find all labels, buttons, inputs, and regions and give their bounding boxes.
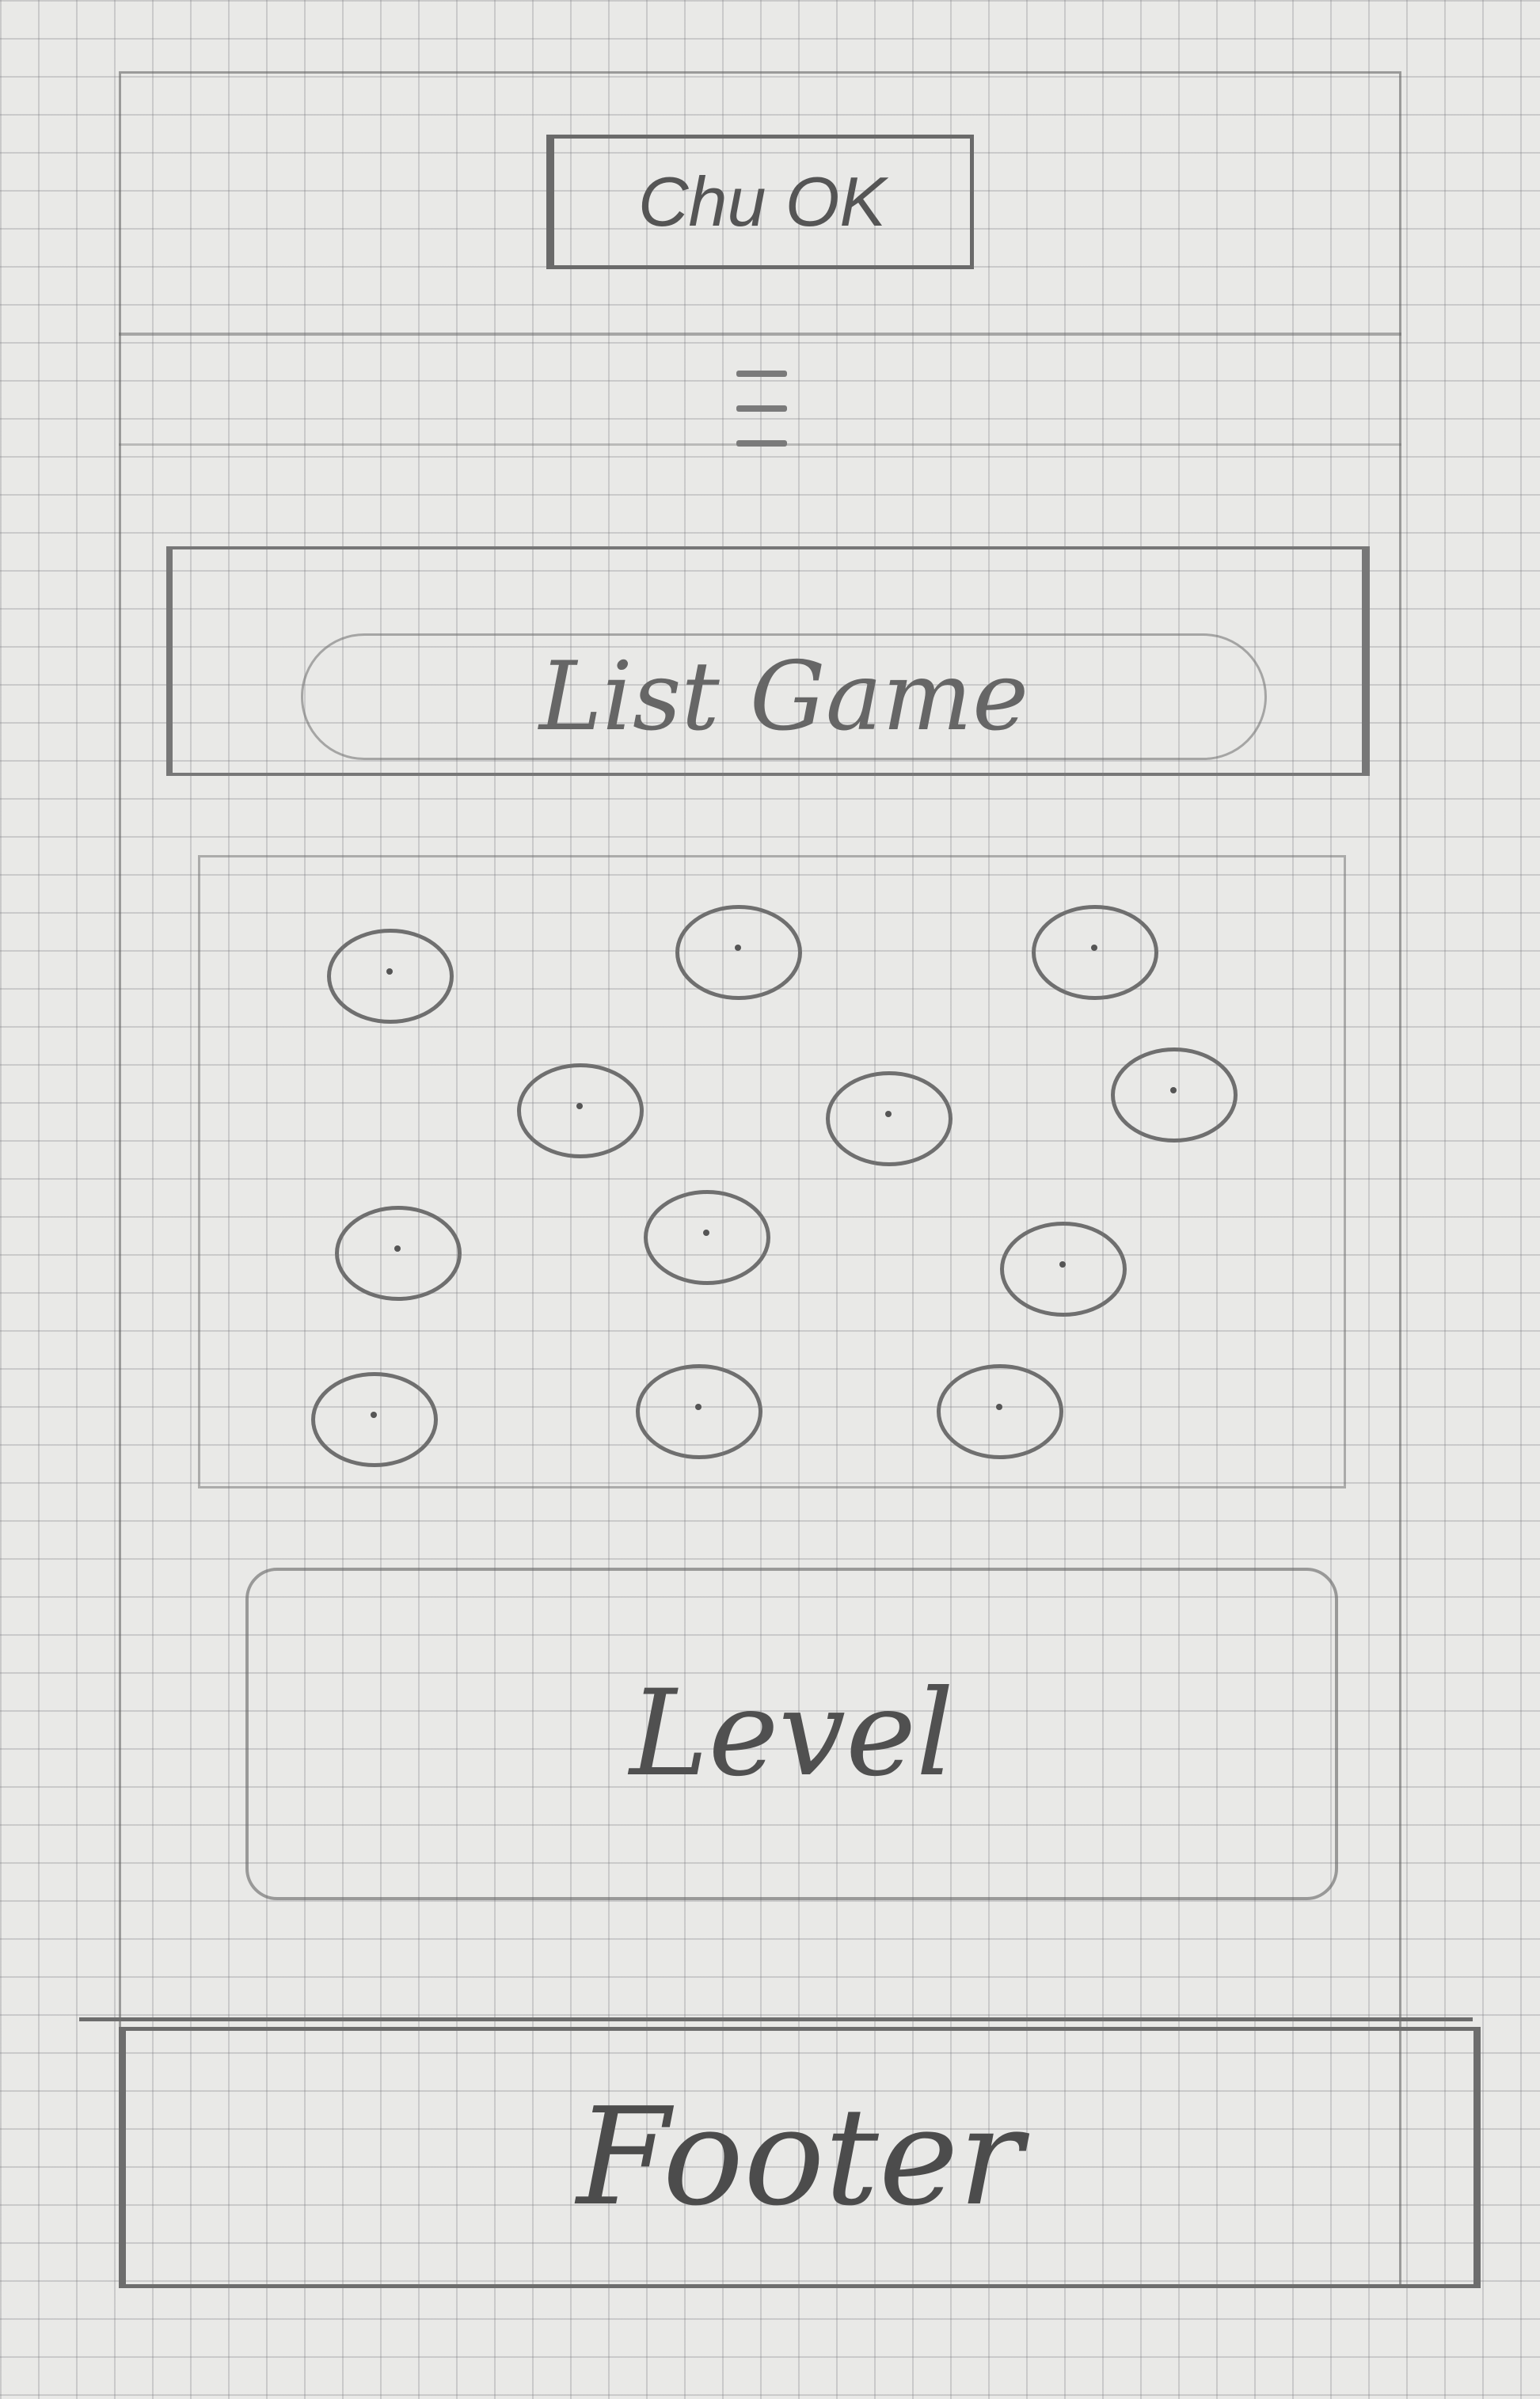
hamburger-menu-icon[interactable] <box>736 371 787 447</box>
grid-cell[interactable] <box>1032 905 1158 1000</box>
grid-cell[interactable] <box>517 1063 644 1158</box>
grid-cell[interactable] <box>644 1190 770 1285</box>
footer: Footer <box>119 2027 1481 2288</box>
level-panel[interactable]: Level <box>245 1568 1338 1900</box>
check-button[interactable]: Chu OK <box>546 135 974 269</box>
grid-cell[interactable] <box>1000 1222 1127 1317</box>
menu-line <box>736 440 787 447</box>
header-divider <box>119 333 1401 336</box>
grid-cell[interactable] <box>311 1372 438 1467</box>
grid-cell[interactable] <box>937 1364 1063 1459</box>
grid-cell[interactable] <box>335 1206 462 1301</box>
grid-cell[interactable] <box>327 929 454 1024</box>
grid-cell[interactable] <box>636 1364 762 1459</box>
menu-line <box>736 371 787 377</box>
game-grid <box>198 855 1346 1488</box>
grid-cell[interactable] <box>1111 1047 1238 1142</box>
grid-cell[interactable] <box>826 1071 953 1166</box>
footer-divider <box>79 2017 1473 2021</box>
grid-cell[interactable] <box>675 905 802 1000</box>
list-game-panel <box>166 546 1370 776</box>
menu-line <box>736 405 787 412</box>
list-game-button[interactable]: List Game <box>301 633 1267 760</box>
